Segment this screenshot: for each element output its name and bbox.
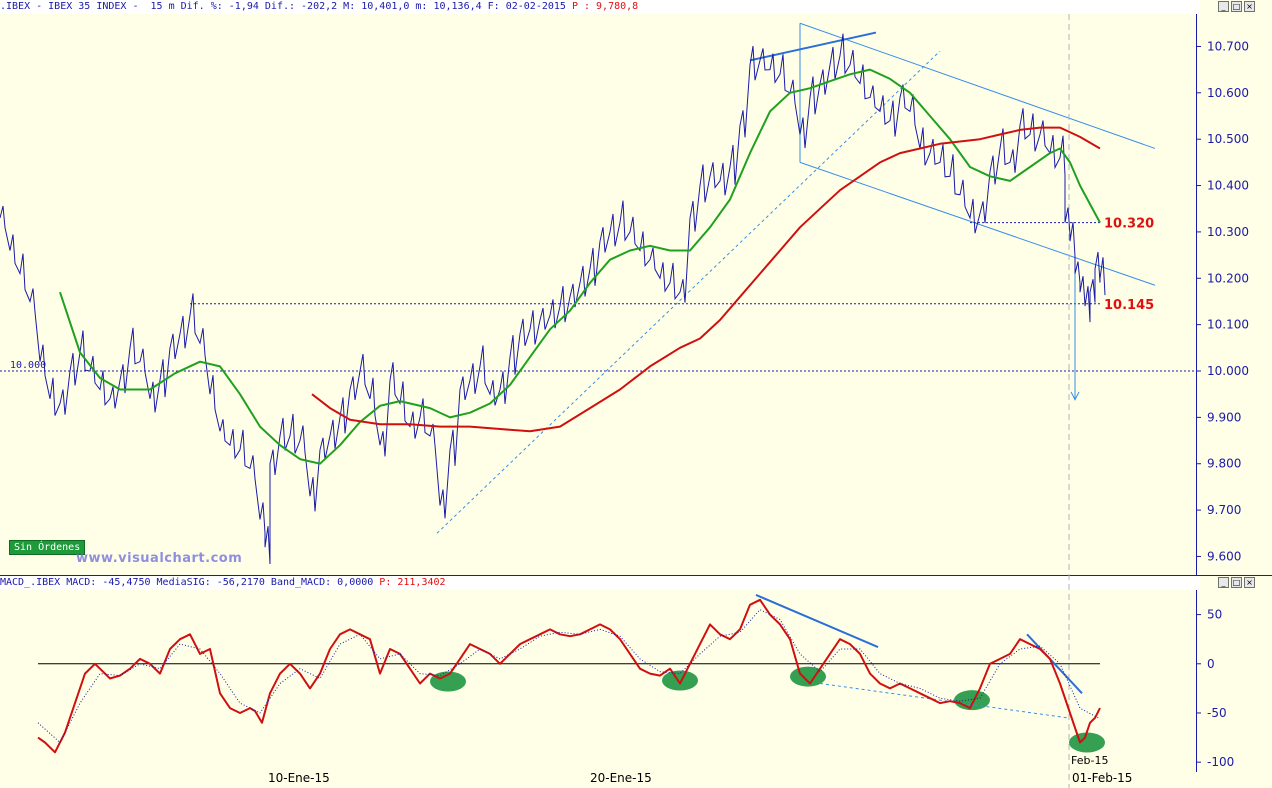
minimize-button[interactable]: _ <box>1218 1 1229 12</box>
macd-y-tick-label: -100 <box>1207 755 1234 769</box>
channel-upper-line <box>799 22 1156 149</box>
price-y-tick-label: 9.900 <box>1207 410 1241 424</box>
price-y-tick-label: 9.800 <box>1207 457 1241 471</box>
top-trend-line <box>749 31 877 62</box>
macd-y-tick-label: -50 <box>1207 706 1227 720</box>
macd-window-controls: _ □ × <box>1218 577 1255 588</box>
x-axis-tick-label: 01-Feb-15 <box>1072 771 1132 785</box>
moving-average-long-line <box>311 126 1101 433</box>
level-10320-label: 10.320 <box>1104 217 1154 232</box>
price-chart-title: .IBEX - IBEX 35 INDEX - 15 m Dif. %: -1,… <box>0 1 566 12</box>
restore-button[interactable]: □ <box>1231 1 1242 12</box>
level-10000-label: 10.000 <box>10 360 46 371</box>
macd-trough-marker <box>1069 732 1105 753</box>
macd-y-tick-label: 0 <box>1207 657 1215 671</box>
macd-down-trend-line-2 <box>1026 633 1083 694</box>
macd-down-trend-line <box>755 593 879 648</box>
macd-series-line <box>37 598 1101 754</box>
macd-chart-header: MACD_.IBEX MACD: -45,4750 MediaSIG: -56,… <box>0 576 1200 590</box>
price-window-controls: _ □ × <box>1218 1 1255 12</box>
x-axis-tick-label: 20-Ene-15 <box>590 771 652 785</box>
macd-trough-marker <box>662 670 698 691</box>
price-y-tick-label: 10.200 <box>1207 271 1249 285</box>
minimize-button[interactable]: _ <box>1218 577 1229 588</box>
macd-trough-marker <box>954 690 990 711</box>
level-10145-label: 10.145 <box>1104 298 1154 313</box>
price-y-tick-label: 10.100 <box>1207 318 1249 332</box>
price-y-tick-label: 10.000 <box>1207 364 1249 378</box>
price-y-tick-label: 10.600 <box>1207 86 1249 100</box>
price-y-tick-label: 9.700 <box>1207 503 1241 517</box>
price-y-tick-label: 9.600 <box>1207 549 1241 563</box>
feb-marker-label: Feb-15 <box>1071 754 1108 767</box>
price-y-tick-label: 10.500 <box>1207 132 1249 146</box>
price-last-value: P : 9,780,8 <box>565 1 639 12</box>
close-button[interactable]: × <box>1244 1 1255 12</box>
target-arrow-head <box>1070 391 1080 401</box>
price-series-line <box>0 33 1106 565</box>
macd-last-value: P: 211,3402 <box>373 577 446 588</box>
price-y-tick-label: 10.700 <box>1207 39 1249 53</box>
watermark: www.visualchart.com <box>76 551 243 566</box>
restore-button[interactable]: □ <box>1231 577 1242 588</box>
uptrend-dashed-line <box>436 50 941 534</box>
price-plot-area <box>0 14 1196 575</box>
moving-average-short-line <box>59 68 1101 465</box>
price-chart-header: .IBEX - IBEX 35 INDEX - 15 m Dif. %: -1,… <box>0 0 1200 14</box>
close-button[interactable]: × <box>1244 577 1255 588</box>
sin-ordenes-badge[interactable]: Sin Órdenes <box>9 540 86 555</box>
macd-trough-marker <box>430 671 466 692</box>
macd-chart-title: MACD_.IBEX MACD: -45,4750 MediaSIG: -56,… <box>0 577 374 588</box>
price-y-tick-label: 10.300 <box>1207 225 1249 239</box>
x-axis-tick-label: 10-Ene-15 <box>268 771 330 785</box>
price-y-tick-label: 10.400 <box>1207 179 1249 193</box>
macd-plot-area <box>0 590 1196 772</box>
macd-y-tick-label: 50 <box>1207 608 1222 622</box>
